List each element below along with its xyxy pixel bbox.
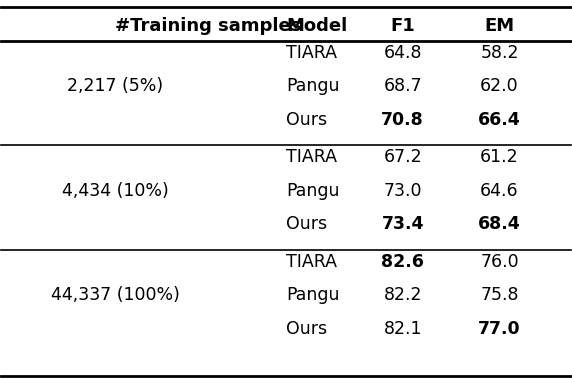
Text: 70.8: 70.8 [382,111,424,129]
Text: 64.8: 64.8 [383,44,422,62]
Text: 67.2: 67.2 [383,148,422,166]
Text: 76.0: 76.0 [480,253,519,271]
Text: EM: EM [484,17,515,35]
Text: 68.4: 68.4 [478,215,521,233]
Text: TIARA: TIARA [286,253,337,271]
Text: 62.0: 62.0 [480,78,519,95]
Text: Pangu: Pangu [286,78,340,95]
Text: 2,217 (5%): 2,217 (5%) [67,78,163,95]
Text: 68.7: 68.7 [383,78,422,95]
Text: 66.4: 66.4 [478,111,521,129]
Text: 77.0: 77.0 [478,320,521,338]
Text: 82.2: 82.2 [383,286,422,304]
Text: Model: Model [286,17,347,35]
Text: 4,434 (10%): 4,434 (10%) [62,182,169,200]
Text: Pangu: Pangu [286,286,340,304]
Text: Ours: Ours [286,111,327,129]
Text: TIARA: TIARA [286,44,337,62]
Text: 58.2: 58.2 [480,44,519,62]
Text: F1: F1 [390,17,415,35]
Text: Ours: Ours [286,320,327,338]
Text: TIARA: TIARA [286,148,337,166]
Text: 44,337 (100%): 44,337 (100%) [51,286,180,304]
Text: 61.2: 61.2 [480,148,519,166]
Text: 82.1: 82.1 [383,320,422,338]
Text: #Training samples: #Training samples [115,17,301,35]
Text: 73.4: 73.4 [382,215,424,233]
Text: Ours: Ours [286,215,327,233]
Text: Pangu: Pangu [286,182,340,200]
Text: 75.8: 75.8 [480,286,519,304]
Text: 73.0: 73.0 [383,182,422,200]
Text: 82.6: 82.6 [382,253,424,271]
Text: 64.6: 64.6 [480,182,519,200]
